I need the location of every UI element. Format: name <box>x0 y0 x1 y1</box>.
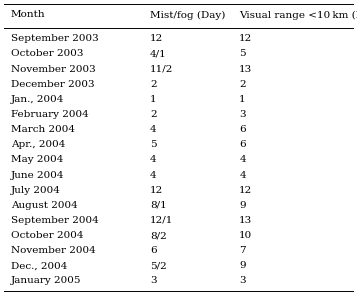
Text: September 2003: September 2003 <box>11 34 99 43</box>
Text: 4: 4 <box>239 170 246 179</box>
Text: 12: 12 <box>239 34 252 43</box>
Text: Apr., 2004: Apr., 2004 <box>11 140 65 149</box>
Text: November 2004: November 2004 <box>11 246 95 255</box>
Text: 5: 5 <box>239 49 246 58</box>
Text: 7: 7 <box>239 246 246 255</box>
Text: 2: 2 <box>150 110 157 119</box>
Text: September 2004: September 2004 <box>11 216 99 225</box>
Text: November 2003: November 2003 <box>11 65 95 74</box>
Text: Dec., 2004: Dec., 2004 <box>11 261 67 270</box>
Text: 1: 1 <box>239 95 246 104</box>
Text: December 2003: December 2003 <box>11 80 94 89</box>
Text: October 2004: October 2004 <box>11 231 83 240</box>
Text: 13: 13 <box>239 65 252 74</box>
Text: 4: 4 <box>239 155 246 164</box>
Text: August 2004: August 2004 <box>11 201 77 210</box>
Text: 6: 6 <box>150 246 157 255</box>
Text: 10: 10 <box>239 231 252 240</box>
Text: May 2004: May 2004 <box>11 155 63 164</box>
Text: 8/1: 8/1 <box>150 201 167 210</box>
Text: 3: 3 <box>239 110 246 119</box>
Text: 4/1: 4/1 <box>150 49 167 58</box>
Text: 12: 12 <box>239 186 252 195</box>
Text: Jan., 2004: Jan., 2004 <box>11 95 64 104</box>
Text: 6: 6 <box>239 140 246 149</box>
Text: 2: 2 <box>150 80 157 89</box>
Text: 4: 4 <box>150 155 157 164</box>
Text: March 2004: March 2004 <box>11 125 75 134</box>
Text: 1: 1 <box>150 95 157 104</box>
Text: 8/2: 8/2 <box>150 231 167 240</box>
Text: February 2004: February 2004 <box>11 110 89 119</box>
Text: 12: 12 <box>150 34 163 43</box>
Text: 13: 13 <box>239 216 252 225</box>
Text: 5/2: 5/2 <box>150 261 167 270</box>
Text: 12: 12 <box>150 186 163 195</box>
Text: July 2004: July 2004 <box>11 186 61 195</box>
Text: Month: Month <box>11 10 45 19</box>
Text: June 2004: June 2004 <box>11 170 64 179</box>
Text: October 2003: October 2003 <box>11 49 83 58</box>
Text: 2: 2 <box>239 80 246 89</box>
Text: 4: 4 <box>150 125 157 134</box>
Text: 12/1: 12/1 <box>150 216 173 225</box>
Text: 9: 9 <box>239 201 246 210</box>
Text: 3: 3 <box>239 277 246 285</box>
Text: 11/2: 11/2 <box>150 65 173 74</box>
Text: 5: 5 <box>150 140 157 149</box>
Text: 3: 3 <box>150 277 157 285</box>
Text: January 2005: January 2005 <box>11 277 81 285</box>
Text: Visual range <10 km (Day): Visual range <10 km (Day) <box>239 10 357 20</box>
Text: 6: 6 <box>239 125 246 134</box>
Text: 4: 4 <box>150 170 157 179</box>
Text: Mist/fog (Day): Mist/fog (Day) <box>150 10 225 20</box>
Text: 9: 9 <box>239 261 246 270</box>
